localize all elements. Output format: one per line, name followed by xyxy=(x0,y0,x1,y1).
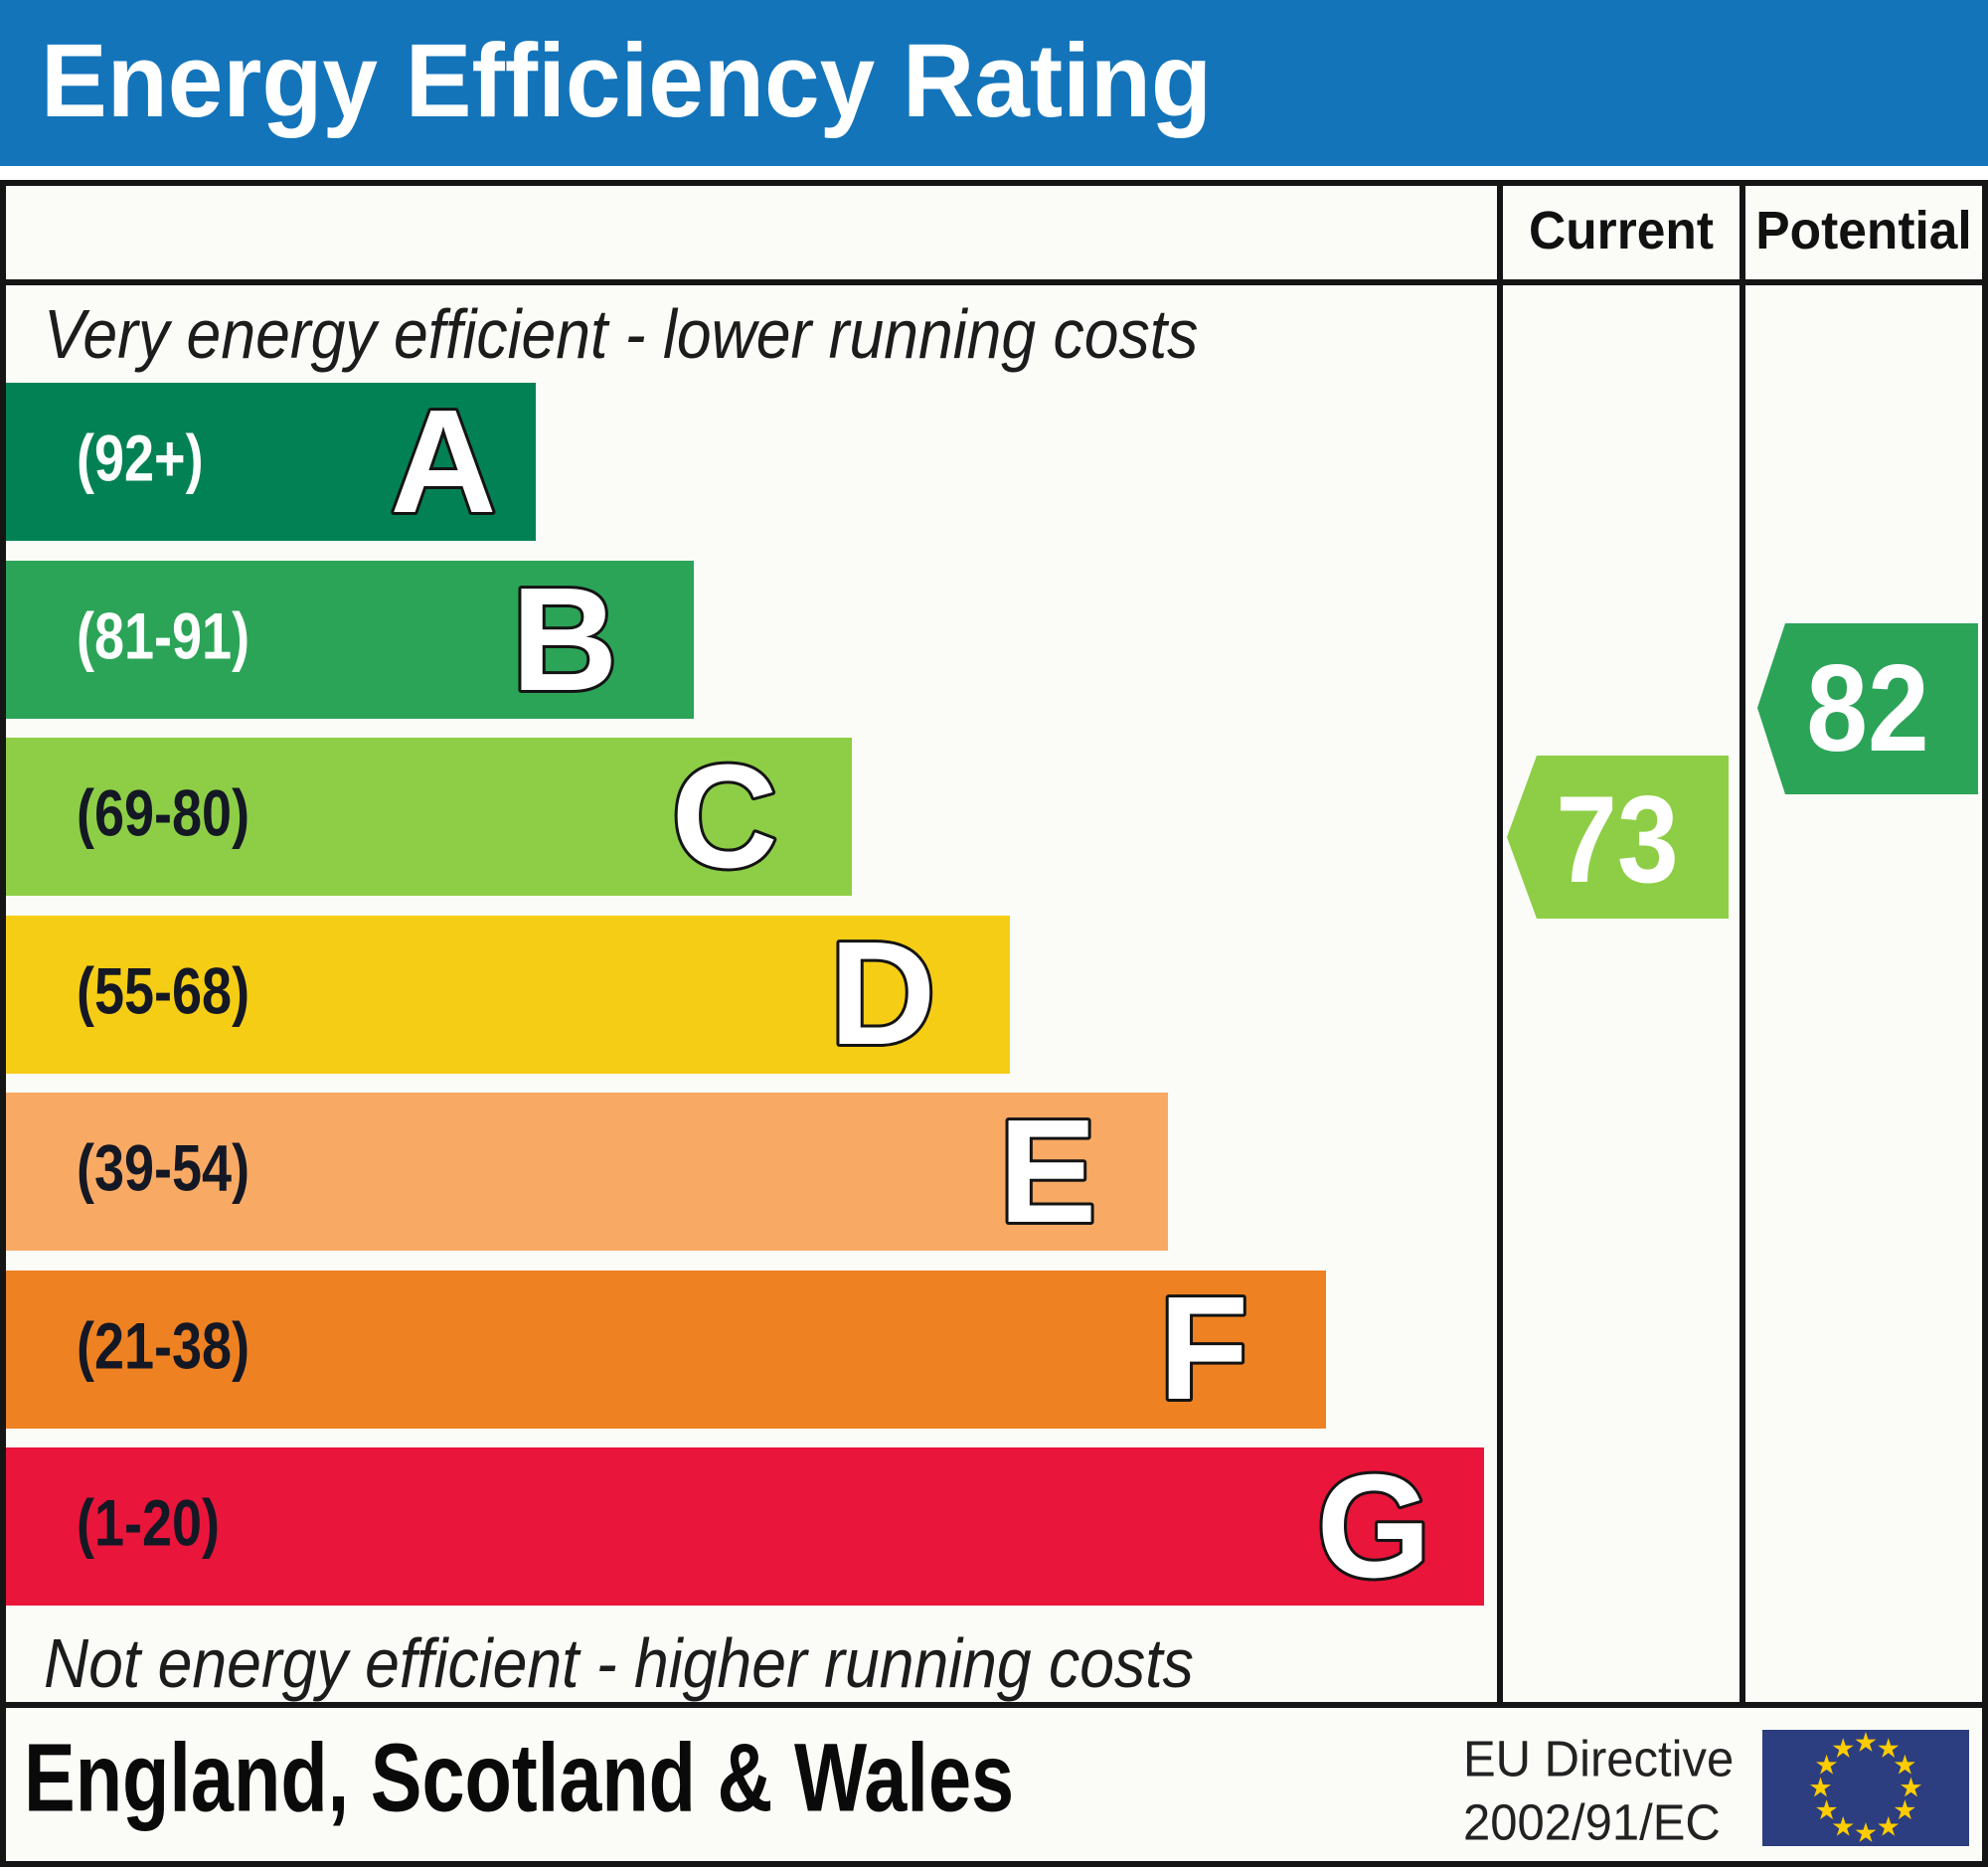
svg-text:A: A xyxy=(391,380,497,544)
svg-text:C: C xyxy=(672,735,778,899)
svg-text:G: G xyxy=(1316,1444,1430,1609)
svg-text:D: D xyxy=(830,912,936,1076)
svg-text:B: B xyxy=(512,558,618,722)
svg-text:E: E xyxy=(999,1090,1097,1254)
svg-text:F: F xyxy=(1159,1267,1248,1431)
svg-text:82: 82 xyxy=(1806,638,1928,776)
svg-text:73: 73 xyxy=(1556,769,1678,908)
